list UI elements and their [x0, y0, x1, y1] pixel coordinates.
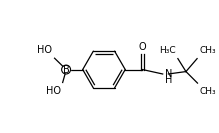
Text: N: N	[165, 69, 173, 79]
Text: H₃C: H₃C	[159, 46, 176, 55]
Text: O: O	[139, 42, 146, 52]
Text: CH₃: CH₃	[200, 87, 216, 96]
Text: HO: HO	[46, 86, 61, 96]
Text: H: H	[165, 75, 173, 85]
Text: B: B	[63, 65, 69, 74]
Text: HO: HO	[37, 45, 52, 55]
Text: CH₃: CH₃	[199, 46, 216, 55]
Circle shape	[62, 65, 71, 74]
